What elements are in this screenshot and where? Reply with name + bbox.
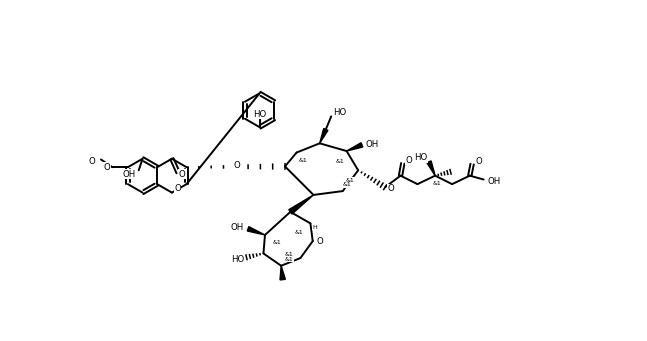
Text: HO: HO xyxy=(414,153,428,162)
Text: O: O xyxy=(174,184,181,193)
Text: O: O xyxy=(388,184,394,193)
Text: OH: OH xyxy=(487,177,501,186)
Text: HO: HO xyxy=(333,108,347,117)
Text: &1: &1 xyxy=(285,252,293,257)
Text: H: H xyxy=(312,225,316,230)
Text: HO: HO xyxy=(231,255,244,264)
Polygon shape xyxy=(247,227,265,235)
Polygon shape xyxy=(347,143,363,151)
Text: &1: &1 xyxy=(272,240,281,245)
Text: &1: &1 xyxy=(285,257,293,262)
Text: O: O xyxy=(104,163,110,172)
Text: &1: &1 xyxy=(298,158,307,163)
Text: &1: &1 xyxy=(433,181,442,186)
Text: &1: &1 xyxy=(336,159,345,164)
Text: HO: HO xyxy=(253,109,266,119)
Text: O: O xyxy=(406,156,413,165)
Polygon shape xyxy=(280,266,285,280)
Polygon shape xyxy=(289,195,314,214)
Polygon shape xyxy=(427,161,435,176)
Text: &1: &1 xyxy=(342,182,351,188)
Text: OH: OH xyxy=(122,169,136,179)
Text: OH: OH xyxy=(366,140,379,149)
Text: OH: OH xyxy=(230,223,243,232)
Text: O: O xyxy=(234,161,241,170)
Text: O: O xyxy=(475,157,482,165)
Polygon shape xyxy=(320,129,328,143)
Text: O: O xyxy=(179,169,185,179)
Text: &1: &1 xyxy=(346,178,355,183)
Text: O: O xyxy=(316,237,324,246)
Text: O: O xyxy=(88,157,94,165)
Text: &1: &1 xyxy=(294,230,303,235)
